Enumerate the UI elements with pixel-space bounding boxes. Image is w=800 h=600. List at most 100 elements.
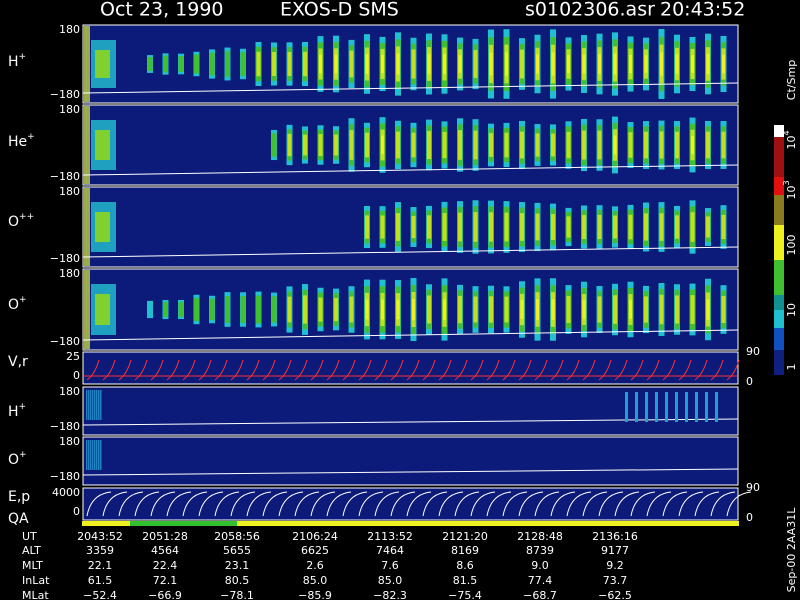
colorbar-label: 104 xyxy=(782,130,799,149)
sweep-curve xyxy=(182,359,196,381)
ephemeris-value: 2113:52 xyxy=(367,530,413,543)
sweep-curve xyxy=(550,491,576,517)
sweep-curve xyxy=(326,359,340,381)
spectrum-blob xyxy=(473,296,478,323)
spectrum-blob xyxy=(365,132,369,158)
spectrum-blob xyxy=(303,295,307,324)
sweep-curve xyxy=(662,359,676,381)
axis-top-label: 4000 xyxy=(52,486,80,499)
sweep-curve xyxy=(678,359,692,381)
sweep-curve xyxy=(198,491,224,517)
sweep-curve xyxy=(710,359,724,381)
ephemeris-value: −68.7 xyxy=(523,589,557,600)
axis-top-label: 180 xyxy=(59,185,80,198)
spectrum-blob xyxy=(659,213,664,241)
sweep-curve xyxy=(614,491,640,517)
sweep-curve xyxy=(694,491,720,517)
spectrum-blob xyxy=(675,131,679,159)
spectrum-blob xyxy=(178,55,184,73)
sweep-curve xyxy=(726,491,752,517)
sweep-curve xyxy=(550,359,564,381)
spectrum-blob xyxy=(443,54,446,74)
ephemeris-value: 6625 xyxy=(301,544,329,557)
spectrum-blob xyxy=(535,133,540,157)
sweep-curve xyxy=(406,359,420,381)
axis-bottom-label: −180 xyxy=(50,420,80,433)
panel xyxy=(82,436,739,486)
sweep-curve xyxy=(454,359,468,381)
spectrum-blob xyxy=(86,440,88,470)
sweep-curve xyxy=(86,359,100,381)
file: s0102306.asr xyxy=(525,0,655,21)
sweep-curve xyxy=(86,491,112,517)
ephemeris-value: −75.4 xyxy=(448,589,482,600)
sweep-curve xyxy=(678,491,704,517)
panel-label: E,p xyxy=(8,489,30,505)
spectrum-blob xyxy=(427,215,431,239)
ephemeris-value: 9.2 xyxy=(606,559,624,572)
instrument: EXOS-D SMS xyxy=(280,0,399,21)
axis-top-label: 180 xyxy=(59,267,80,280)
ephemeris-value: 9.0 xyxy=(531,559,549,572)
panel-label-base: O xyxy=(8,214,19,230)
sweep-curve xyxy=(630,359,644,381)
sweep-curve xyxy=(646,359,660,381)
spectrum-blob xyxy=(94,390,96,420)
edge-patch xyxy=(95,130,110,160)
axis-bottom-label: 0 xyxy=(73,369,80,382)
spectrum-blob xyxy=(567,55,570,73)
sweep-curve xyxy=(102,491,128,517)
spectrum-blob xyxy=(551,52,555,76)
trace-line xyxy=(82,82,739,94)
spectrum-blob xyxy=(613,135,617,155)
spectrum-blob xyxy=(427,130,431,160)
spectrum-blob xyxy=(489,133,493,157)
sweep-curve xyxy=(134,359,148,381)
spectrum-blob xyxy=(256,51,261,77)
spectrum-blob xyxy=(675,54,679,74)
spectrum-blob xyxy=(690,295,695,324)
spectrum-blob xyxy=(287,51,292,77)
spectrum-blob xyxy=(381,299,384,320)
ephemeris-name: ALT xyxy=(22,544,41,557)
spectrum-blob xyxy=(458,295,462,324)
edge-stripe xyxy=(84,26,90,102)
sweep-curve xyxy=(342,491,368,517)
spectrum-blob xyxy=(504,296,509,323)
axis-bottom-label: −180 xyxy=(50,335,80,348)
spectrum-blob xyxy=(334,54,338,74)
axis-bottom-label: −180 xyxy=(50,88,80,101)
spectrum-blob xyxy=(625,392,628,422)
sweep-curve xyxy=(646,491,672,517)
spectrum-blob xyxy=(520,49,524,79)
axis-bottom-label: −180 xyxy=(50,252,80,265)
spectrum-blob xyxy=(489,52,493,76)
spectrum-blob xyxy=(163,302,168,317)
ephemeris-value: 2128:48 xyxy=(517,530,563,543)
panel-label-sup: + xyxy=(19,450,27,460)
axis-bottom-label: 0 xyxy=(73,505,80,518)
spectrum-blob xyxy=(365,299,369,320)
colorbar-label-base: 100 xyxy=(785,235,798,256)
sweep-curve xyxy=(262,491,288,517)
spectrum-blob xyxy=(706,216,710,238)
sweep-curve xyxy=(470,359,484,381)
spectrum-blob xyxy=(163,55,168,73)
trace-line xyxy=(82,329,739,341)
sweep-curve xyxy=(294,359,308,381)
panel-label-sup: + xyxy=(19,402,27,412)
sweep-curve xyxy=(710,491,736,517)
spectrum-blob xyxy=(319,54,322,74)
spectrum-blob xyxy=(442,213,447,241)
spectrum-blob xyxy=(551,214,555,240)
spectrum-blob xyxy=(520,131,524,159)
sweep-curve xyxy=(278,491,304,517)
spectrum-blob xyxy=(98,390,100,420)
panel-label-base: He xyxy=(8,134,27,150)
date: Oct 23, 1990 xyxy=(100,0,224,21)
right-axis-label: 90 xyxy=(746,345,760,358)
spectrum-blob xyxy=(411,49,416,79)
spectrum-blob xyxy=(271,296,277,323)
colorbar-label: 10 xyxy=(785,303,798,317)
